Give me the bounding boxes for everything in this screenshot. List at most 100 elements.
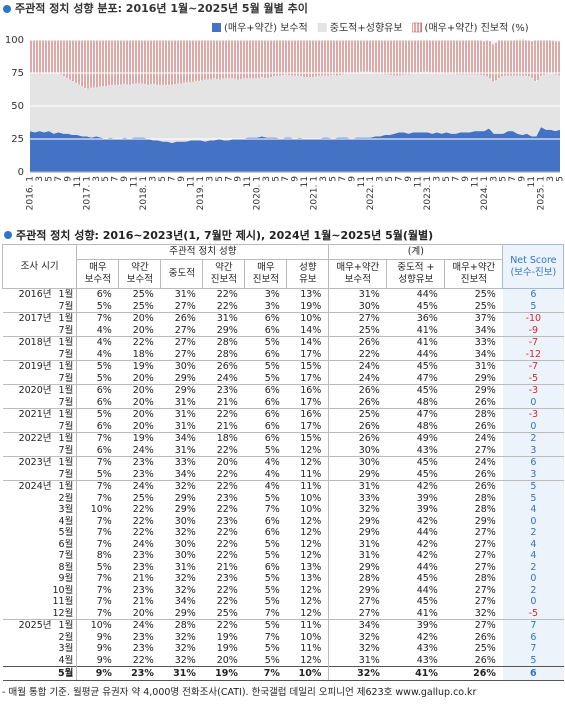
table-row: 7월 5% 20% 29% 24% 5% 17% 24% 47% 29% -5 xyxy=(3,372,564,385)
table-cell: 19% xyxy=(300,300,322,312)
period-month: 5월 xyxy=(58,527,74,538)
table-row: 4월 9% 22% 32% 20% 5% 12% 31% 43% 26% 5 xyxy=(3,654,564,667)
period-year xyxy=(3,585,53,597)
table-cell: 6% xyxy=(264,527,280,538)
header-cell: 중도적 xyxy=(160,259,204,289)
table-cell: 47% xyxy=(386,408,445,421)
period-month: 3월 xyxy=(58,504,74,515)
x-tick-label: 11 xyxy=(414,176,424,187)
bullet xyxy=(4,231,12,239)
net-score: -10 xyxy=(502,312,564,325)
table-cell: 29% xyxy=(474,372,496,384)
table-cell: 31% xyxy=(328,480,387,493)
x-tick-label: 9 xyxy=(177,176,187,182)
net-score: 5 xyxy=(502,492,564,504)
table-cell: 5% xyxy=(264,372,280,384)
table-cell: 31% xyxy=(174,561,196,573)
table-cell: 17% xyxy=(300,420,322,432)
period-month: 9월 xyxy=(58,573,74,584)
table-cell: 26% xyxy=(328,384,387,397)
table-cell: 37% xyxy=(444,312,503,325)
footer: - 매월 통합 기준. 월평균 유권자 약 4,000명 전화조사(CATI).… xyxy=(2,687,477,698)
table-cell: 5% xyxy=(244,336,287,349)
x-tick-label: 9 xyxy=(347,176,357,182)
table-cell: 21% xyxy=(216,396,238,408)
table-cell: 12% xyxy=(300,584,322,596)
table-cell: 6% xyxy=(264,396,280,408)
header-text: 중도적 xyxy=(168,268,195,279)
table-cell: 39% xyxy=(416,504,438,515)
header-text: 유보 xyxy=(299,274,317,285)
table-cell: 27% xyxy=(328,607,387,620)
period-year xyxy=(3,421,53,433)
table-row: 6월 7% 24% 30% 22% 5% 12% 31% 42% 27% 4 xyxy=(3,538,564,550)
table-cell: 12% xyxy=(300,538,322,550)
table-cell: 26% xyxy=(160,312,203,325)
header-cell: 매우 진보적 xyxy=(244,259,288,289)
x-tick-label: 3 xyxy=(205,176,215,182)
period-month: 11월 xyxy=(52,596,74,607)
table-cell: 12% xyxy=(300,515,322,527)
period-year: 2021년 xyxy=(2,408,53,421)
table-row: 5월 9% 23% 31% 19% 7% 10% 32% 41% 26% 6 xyxy=(2,666,564,681)
table-cell: 29% xyxy=(328,468,387,481)
legend-swatch xyxy=(212,23,221,32)
table-cell: 31% xyxy=(160,408,203,421)
x-tick-label: 7 xyxy=(338,176,348,182)
table-cell: 7% xyxy=(76,538,119,550)
x-tick-label: 2016. 1 xyxy=(26,176,36,210)
table-row: 2021년 1월 5% 20% 31% 22% 6% 16% 25% 47% 28% -3 xyxy=(2,408,564,421)
table-cell: 23% xyxy=(132,643,154,654)
table-cell: 28% xyxy=(202,336,245,349)
net-score: 4 xyxy=(502,504,564,516)
x-tick-label: 11 xyxy=(186,176,196,187)
period-year xyxy=(3,596,53,608)
x-tick-label: 9 xyxy=(291,176,301,182)
table-row: 2월 7% 25% 29% 23% 5% 10% 33% 39% 28% 5 xyxy=(3,492,564,504)
x-tick-label: 2025. 1 xyxy=(537,176,547,210)
header-cell: 매우+약간 보수적 xyxy=(328,259,388,289)
period-year: 2016년 xyxy=(2,288,53,301)
table-cell: 43% xyxy=(416,444,438,456)
header-text: 성향 xyxy=(299,262,317,273)
table-cell: 45% xyxy=(386,384,445,397)
period-year xyxy=(3,325,53,337)
period-year xyxy=(3,301,53,313)
y-tick-label: 75 xyxy=(11,68,24,79)
table-cell: 29% xyxy=(328,515,387,527)
period-month: 7월 xyxy=(58,348,74,360)
table-cell: 30% xyxy=(174,515,196,527)
y-tick-label: 25 xyxy=(11,134,24,145)
table-cell: 7% xyxy=(264,607,280,619)
table-cell: 5% xyxy=(76,468,119,481)
net-score: 5 xyxy=(502,480,564,493)
net-score: -7 xyxy=(502,360,564,373)
period-year xyxy=(3,469,53,481)
table-cell: 44% xyxy=(416,527,438,538)
table-cell: 28% xyxy=(474,504,496,515)
table-cell: 32% xyxy=(174,631,196,643)
table-cell: 39% xyxy=(386,619,445,632)
table-title: 주관적 정치 성향: 2016~2023년(1, 7월만 제시), 2024년 … xyxy=(4,228,565,244)
table-cell: 29% xyxy=(328,584,387,596)
x-tick-label: 9 xyxy=(518,176,528,182)
table-cell: 23% xyxy=(132,561,154,573)
header-text: 진보적 xyxy=(460,274,487,285)
table-cell: 47% xyxy=(416,372,438,384)
table-cell: 26% xyxy=(474,420,496,432)
table-cell: 22% xyxy=(328,348,387,361)
table-cell: 22% xyxy=(202,288,245,301)
table-cell: 27% xyxy=(474,584,496,596)
table-cell: 29% xyxy=(174,492,196,504)
period-month: 7월 xyxy=(58,420,74,432)
table-cell: 25% xyxy=(444,288,503,301)
period-month: 1월 xyxy=(52,288,77,301)
table-cell: 42% xyxy=(386,480,445,493)
header-text: 약간 xyxy=(215,262,233,273)
table-cell: 23% xyxy=(216,573,238,584)
header-cell: 약간 보수적 xyxy=(118,259,162,289)
net-score: -5 xyxy=(502,607,564,620)
table-cell: 24% xyxy=(444,456,503,469)
table-cell: 27% xyxy=(160,336,203,349)
table-cell: 26% xyxy=(474,631,496,643)
